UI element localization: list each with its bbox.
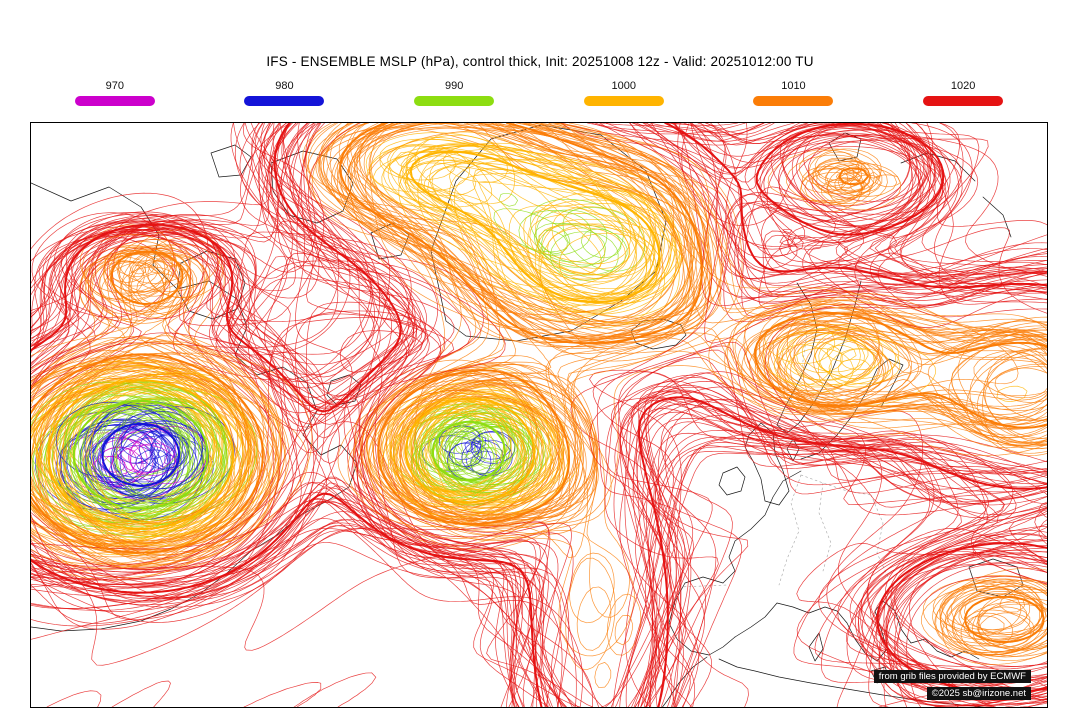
legend-item-990: 990 [414, 80, 495, 106]
pressure-legend: 970 980 990 1000 1010 1020 [30, 80, 1048, 106]
legend-label: 980 [275, 80, 294, 92]
legend-swatch [583, 96, 664, 106]
legend-swatch [923, 96, 1004, 106]
legend-label: 1020 [950, 80, 976, 92]
legend-swatch [753, 96, 834, 106]
legend-item-970: 970 [74, 80, 155, 106]
legend-swatch [244, 96, 325, 106]
credit-copyright: ©2025 sb@irizone.net [926, 687, 1031, 700]
legend-label: 990 [444, 80, 464, 92]
legend-item-1020: 1020 [923, 80, 1004, 106]
legend-label: 970 [105, 80, 124, 92]
legend-item-980: 980 [244, 80, 325, 106]
legend-label: 1010 [781, 80, 806, 92]
credit-ecmwf: from grib files provided by ECMWF [873, 670, 1031, 683]
map-frame: from grib files provided by ECMWF ©2025 … [30, 122, 1048, 708]
chart-title: IFS - ENSEMBLE MSLP (hPa), control thick… [266, 54, 814, 69]
legend-swatch [414, 96, 495, 106]
spaghetti-map-canvas [31, 123, 1047, 707]
legend-item-1000: 1000 [583, 80, 664, 106]
legend-swatch [74, 96, 155, 106]
legend-item-1010: 1010 [753, 80, 834, 106]
legend-label: 1000 [611, 80, 637, 92]
